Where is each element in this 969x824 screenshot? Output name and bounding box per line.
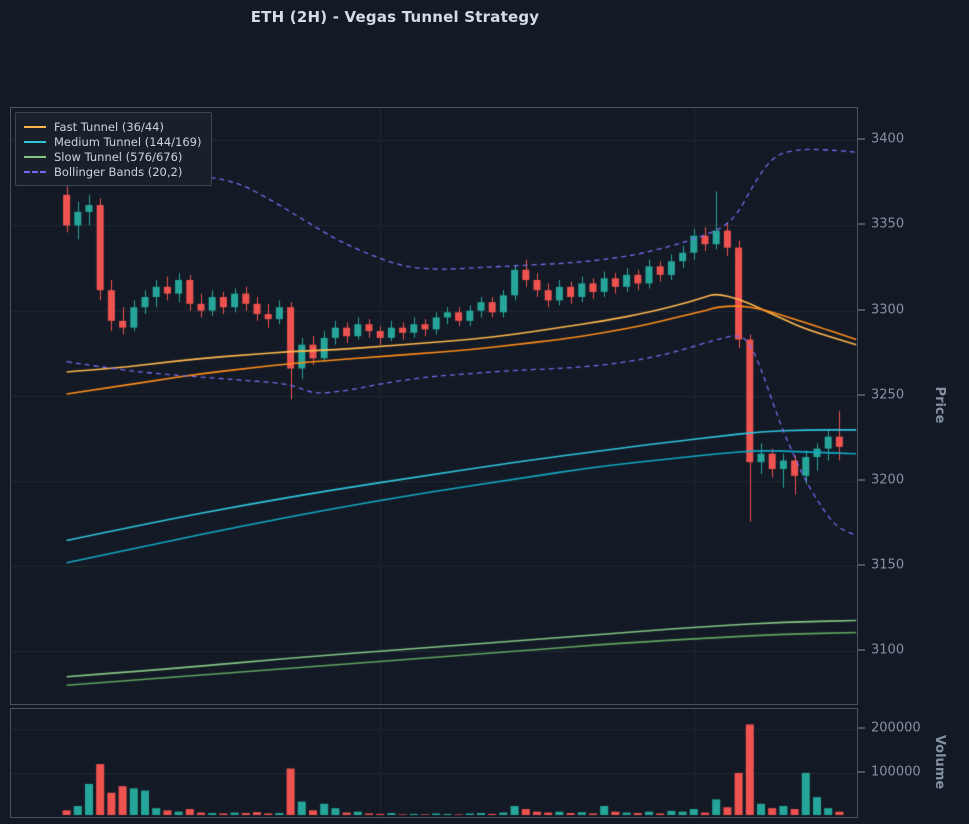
price-tick-label: 3150 xyxy=(871,557,905,573)
volume-tick-label: 200000 xyxy=(871,720,921,736)
legend-item-slow-tunnel: Slow Tunnel (576/676) xyxy=(24,149,201,164)
medium-tunnel-line-swatch xyxy=(24,140,46,143)
price-tick-label: 3200 xyxy=(871,472,905,488)
legend-label: Bollinger Bands (20,2) xyxy=(54,164,183,179)
legend: Fast Tunnel (36/44) Medium Tunnel (144/1… xyxy=(15,112,213,186)
tick-mark xyxy=(858,309,865,311)
price-axis-title: Price xyxy=(932,386,947,424)
price-axis-tick: 3400 xyxy=(858,132,904,147)
volume-panel xyxy=(10,708,858,818)
legend-label: Slow Tunnel (576/676) xyxy=(54,149,183,164)
fast-tunnel-line-swatch xyxy=(24,125,46,128)
price-panel: Fast Tunnel (36/44) Medium Tunnel (144/1… xyxy=(10,107,858,705)
tick-mark xyxy=(858,564,865,566)
tick-mark xyxy=(858,479,865,481)
price-tick-label: 3350 xyxy=(871,216,905,232)
legend-label: Medium Tunnel (144/169) xyxy=(54,134,202,149)
price-axis-tick: 3200 xyxy=(858,472,904,487)
volume-axis-title: Volume xyxy=(932,734,947,790)
tick-mark xyxy=(858,394,865,396)
volume-axis: 200000 100000 Volume xyxy=(858,708,966,816)
price-axis-tick: 3350 xyxy=(858,217,904,232)
tick-mark xyxy=(858,649,865,651)
price-axis: 3400 3350 3300 3250 3200 3150 3100 Price xyxy=(858,107,966,703)
tick-mark xyxy=(858,771,865,773)
legend-item-fast-tunnel: Fast Tunnel (36/44) xyxy=(24,119,201,134)
volume-tick-label: 100000 xyxy=(871,764,921,780)
bollinger-bands-line-swatch xyxy=(24,170,46,173)
tick-mark xyxy=(858,727,865,729)
legend-label: Fast Tunnel (36/44) xyxy=(54,119,164,134)
price-tick-label: 3400 xyxy=(871,131,905,147)
price-tick-label: 3250 xyxy=(871,387,905,403)
chart-title: ETH (2H) - Vegas Tunnel Strategy xyxy=(250,8,540,26)
price-axis-tick: 3100 xyxy=(858,643,904,658)
price-tick-label: 3300 xyxy=(871,302,905,318)
slow-tunnel-line-swatch xyxy=(24,155,46,158)
legend-item-bollinger-bands: Bollinger Bands (20,2) xyxy=(24,164,201,179)
price-axis-tick: 3250 xyxy=(858,387,904,402)
volume-axis-tick: 200000 xyxy=(858,720,921,735)
volume-axis-tick: 100000 xyxy=(858,764,921,779)
price-axis-tick: 3150 xyxy=(858,558,904,573)
volume-chart-canvas xyxy=(11,709,857,817)
tick-mark xyxy=(858,138,865,140)
price-chart-canvas xyxy=(11,108,857,704)
price-axis-tick: 3300 xyxy=(858,302,904,317)
tick-mark xyxy=(858,223,865,225)
price-tick-label: 3100 xyxy=(871,642,905,658)
legend-item-medium-tunnel: Medium Tunnel (144/169) xyxy=(24,134,201,149)
